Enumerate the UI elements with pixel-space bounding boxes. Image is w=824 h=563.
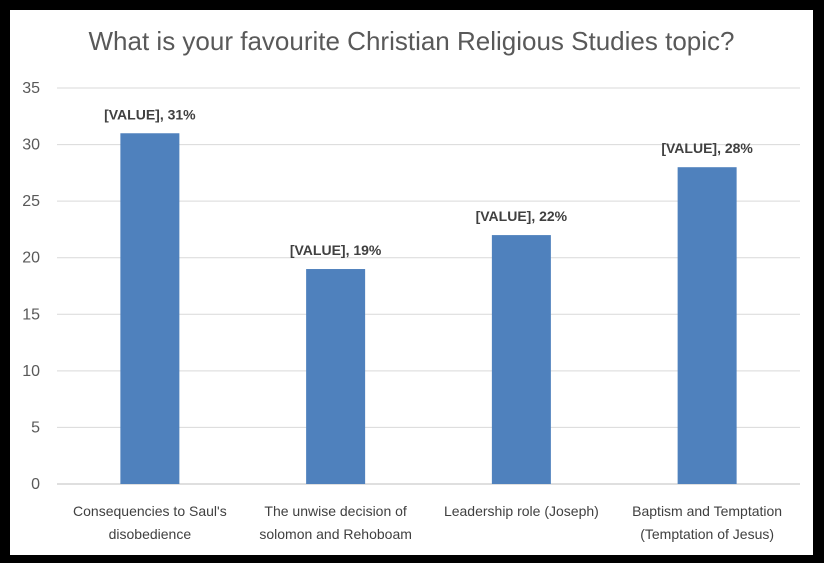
data-label: [VALUE], 31%	[104, 106, 196, 122]
data-label: [VALUE], 22%	[476, 208, 568, 224]
data-label: [VALUE], 28%	[661, 140, 753, 156]
chart-title: What is your favourite Christian Religio…	[88, 26, 735, 56]
x-category-label: solomon and Rehoboam	[259, 526, 412, 542]
bar	[120, 133, 180, 484]
y-tick-label: 5	[31, 419, 40, 436]
bar	[677, 167, 737, 484]
bar	[491, 235, 551, 484]
bar-chart: 0 5 10 15 20 25 30 35 [VALUE], 31% Consequencies …	[22, 80, 800, 542]
y-tick-label: 25	[22, 193, 40, 210]
x-category-label: Leadership role (Joseph)	[444, 503, 599, 519]
chart-frame: What is your favourite Christian Religio…	[10, 10, 813, 555]
y-tick-label: 30	[22, 137, 40, 154]
bar	[306, 269, 366, 484]
x-category-label: Baptism and Temptation	[632, 503, 782, 519]
x-category-label: disobedience	[109, 526, 192, 542]
y-tick-label: 0	[31, 476, 40, 493]
y-tick-label: 15	[22, 306, 40, 323]
x-category-label: Consequencies to Saul's	[73, 503, 227, 519]
x-category-label: (Temptation of Jesus)	[640, 526, 774, 542]
data-label: [VALUE], 19%	[290, 242, 382, 258]
x-category-label: The unwise decision of	[264, 503, 407, 519]
y-tick-label: 35	[22, 80, 40, 97]
y-tick-label: 10	[22, 363, 40, 380]
y-tick-label: 20	[22, 250, 40, 267]
